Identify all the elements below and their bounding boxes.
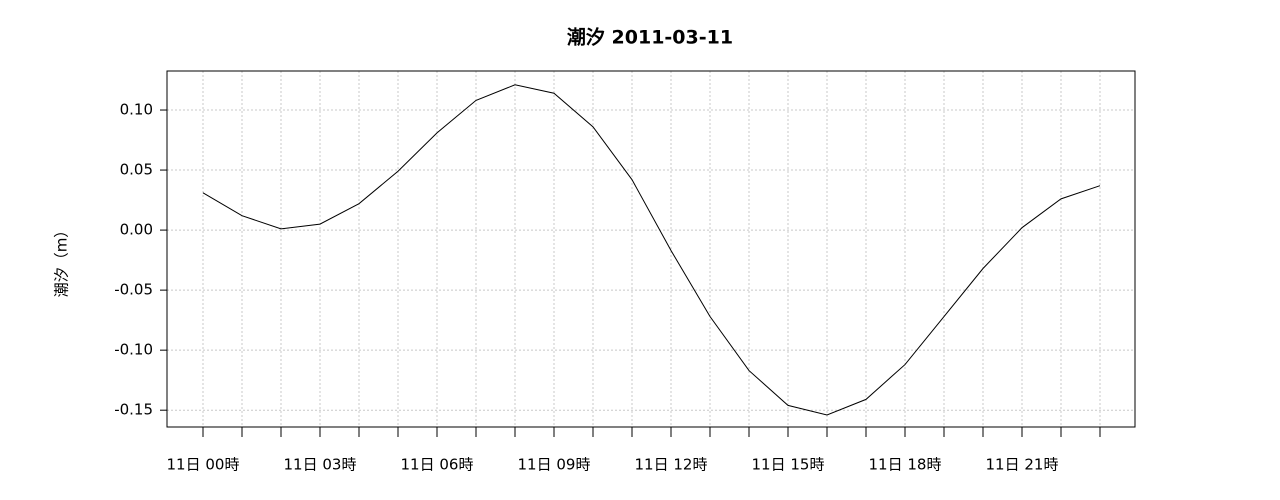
x-tick-label: 11日 18時 xyxy=(869,456,942,474)
line-series xyxy=(202,84,1101,416)
y-tick-label: 0.00 xyxy=(120,221,153,239)
x-tick-label: 11日 06時 xyxy=(401,456,474,474)
x-tick-label: 11日 12時 xyxy=(635,456,708,474)
y-tick-label: -0.10 xyxy=(114,341,153,359)
x-tick-label: 11日 15時 xyxy=(752,456,825,474)
x-tick-label: 11日 21時 xyxy=(986,456,1059,474)
x-tick-label: 11日 09時 xyxy=(518,456,591,474)
x-tick-label: 11日 00時 xyxy=(167,456,240,474)
y-tick-label: -0.05 xyxy=(114,281,153,299)
y-tick-label: 0.10 xyxy=(120,101,153,119)
y-axis-label: 潮汐（m） xyxy=(53,223,71,298)
y-tick-label: -0.15 xyxy=(114,401,153,419)
plot-frame xyxy=(166,70,1136,428)
y-tick-label: 0.05 xyxy=(120,161,153,179)
chart-title: 潮汐 2011-03-11 xyxy=(567,26,733,49)
x-tick-label: 11日 03時 xyxy=(284,456,357,474)
